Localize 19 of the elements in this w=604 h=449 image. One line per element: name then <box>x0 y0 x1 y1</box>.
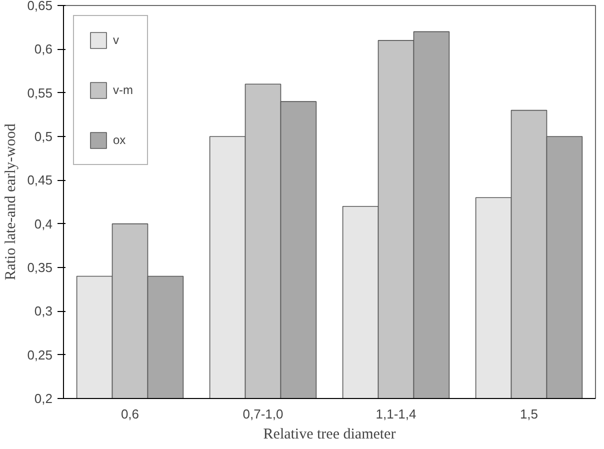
x-tick-label: 1,1-1,4 <box>376 406 416 422</box>
y-tick-label: 0,55 <box>27 85 53 100</box>
y-tick-label: 0,5 <box>34 129 53 144</box>
y-tick-label: 0,65 <box>27 0 53 13</box>
legend-label: v-m <box>113 83 133 97</box>
y-tick-label: 0,2 <box>34 391 53 406</box>
x-tick-label: 0,7-1,0 <box>242 406 284 422</box>
y-tick-label: 0,3 <box>34 304 53 319</box>
legend-label: ox <box>113 133 127 147</box>
legend-label: v <box>113 33 120 47</box>
y-tick-label: 0,4 <box>34 216 53 232</box>
y-axis-title: Ratio late-and early-wood <box>3 123 20 280</box>
y-tick-label: 0,25 <box>27 347 53 362</box>
y-tick-label: 0,45 <box>27 172 53 188</box>
x-tick-label: 1,5 <box>520 406 538 422</box>
x-tick-label: 0,6 <box>120 406 140 422</box>
x-axis-title: Relative tree diameter <box>263 426 396 442</box>
y-tick-label: 0,6 <box>34 42 53 57</box>
y-tick-label: 0,35 <box>27 260 53 275</box>
